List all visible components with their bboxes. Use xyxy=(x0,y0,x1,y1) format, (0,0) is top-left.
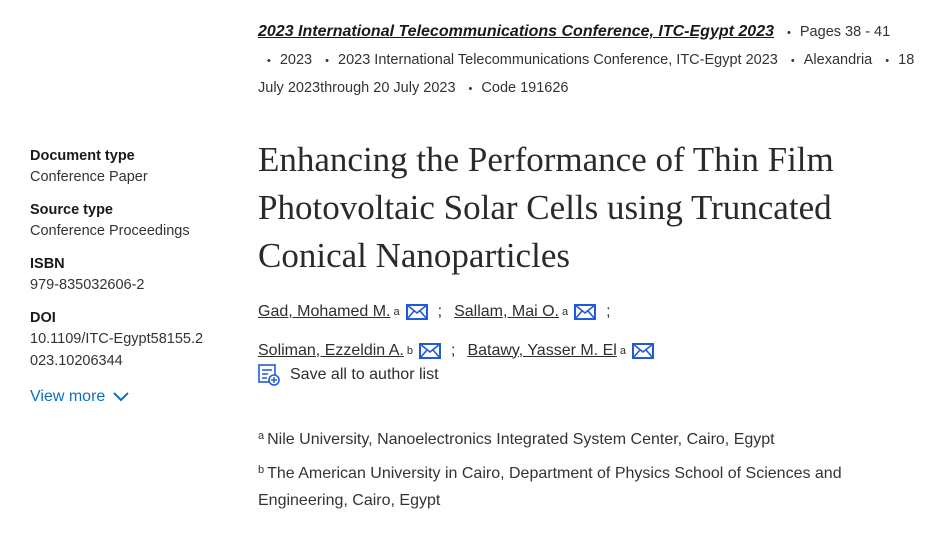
field-value: 10.1109/ITC-Egypt58155.2023.10206344 xyxy=(30,331,204,369)
affiliation-text: Nile University, Nanoelectronics Integra… xyxy=(267,431,775,448)
field-label: Source type xyxy=(30,202,113,218)
document-title: Enhancing the Performance of Thin Film P… xyxy=(258,140,834,275)
separator: ; xyxy=(437,302,443,320)
author-affiliation: b xyxy=(406,344,413,357)
author-row: Gad, Mohamed M. a ; Sallam, Mai O. a ; xyxy=(258,292,654,331)
author-affiliation: a xyxy=(562,305,569,318)
save-all-button[interactable]: Save all to author list xyxy=(258,364,654,386)
authors: Gad, Mohamed M. a ; Sallam, Mai O. a ; Sol… xyxy=(258,292,654,386)
field-label: Document type xyxy=(30,148,135,164)
chevron xyxy=(113,392,130,402)
author[interactable]: Gad, Mohamed M. xyxy=(258,302,391,320)
view-more-label: View more xyxy=(30,388,106,405)
save-all-label: Save all to author list xyxy=(290,366,439,383)
conference: 2023 International Telecommunications Co… xyxy=(316,52,778,68)
view-more[interactable]: View more xyxy=(30,388,220,406)
affiliation-key: b xyxy=(258,464,265,476)
separator: ; xyxy=(450,341,456,359)
field-value: 979-835032606-2 xyxy=(30,277,145,293)
field-value: Conference Paper xyxy=(30,169,148,185)
mail-icon[interactable] xyxy=(574,303,597,320)
location: Alexandria xyxy=(782,52,872,68)
affiliations: a Nile University, Nanoelectronics Integr… xyxy=(258,423,898,518)
save-icon xyxy=(258,364,280,386)
mail-icon[interactable] xyxy=(405,303,428,320)
author-affiliation: a xyxy=(619,344,626,357)
separator: ; xyxy=(606,302,611,320)
affiliation: b The American University in Cairo, Depar… xyxy=(258,457,898,514)
field-label: ISBN xyxy=(30,256,65,272)
affiliation-key: a xyxy=(258,430,265,442)
author-row: Soliman, Ezzeldin A. b ; Batawy, Yasser M… xyxy=(258,331,654,370)
author[interactable]: Sallam, Mai O. xyxy=(454,302,559,320)
affiliation-text: The American University in Cairo, Depart… xyxy=(258,465,842,509)
code: Code 191626 xyxy=(460,80,569,96)
mail-icon[interactable] xyxy=(418,342,441,359)
mail-icon[interactable] xyxy=(631,342,654,359)
author[interactable]: Soliman, Ezzeldin A. xyxy=(258,341,404,359)
source-info: 2023 International Telecommunications Co… xyxy=(258,18,930,103)
sidebar: Document type Conference Paper Source ty… xyxy=(30,146,220,406)
field-value: Conference Proceedings xyxy=(30,223,190,239)
author-affiliation: a xyxy=(393,305,400,318)
year: 2023 xyxy=(258,52,312,68)
author[interactable]: Batawy, Yasser M. El xyxy=(467,341,617,359)
pages: Pages 38 - 41 xyxy=(778,24,890,40)
affiliation: a Nile University, Nanoelectronics Integr… xyxy=(258,423,898,453)
source-title[interactable]: 2023 International Telecommunications Co… xyxy=(258,23,774,40)
field-label: DOI xyxy=(30,310,56,326)
